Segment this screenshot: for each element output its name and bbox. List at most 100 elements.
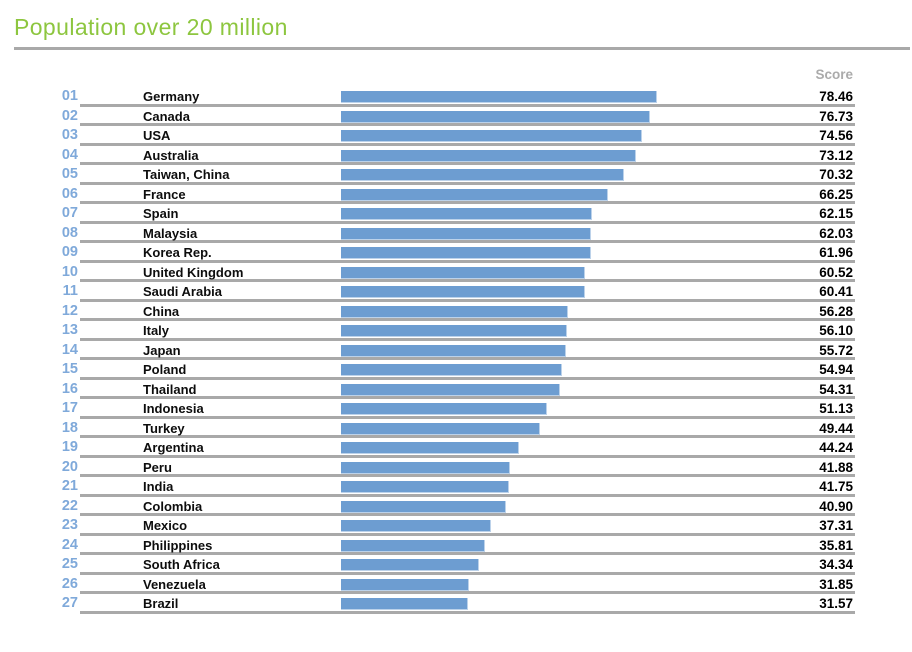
score-bar bbox=[341, 442, 520, 454]
row-underline bbox=[80, 201, 855, 204]
ranking-row: 04 Australia 73.12 bbox=[0, 146, 912, 165]
row-underline bbox=[80, 552, 855, 555]
score-value: 74.56 bbox=[819, 128, 853, 143]
country-label: India bbox=[143, 479, 174, 494]
score-value: 70.32 bbox=[819, 167, 853, 182]
score-bar bbox=[341, 481, 510, 493]
row-underline bbox=[80, 454, 855, 458]
ranking-row: 03 USA 74.56 bbox=[0, 126, 912, 146]
score-bar bbox=[341, 559, 480, 571]
ranking-row: 07 Spain 62.15 bbox=[0, 204, 912, 224]
score-bar bbox=[341, 383, 560, 396]
row-underline bbox=[80, 415, 855, 419]
country-label: USA bbox=[143, 128, 171, 143]
country-label: Canada bbox=[143, 108, 190, 124]
ranking-row: 23 Mexico 37.31 bbox=[0, 516, 912, 536]
country-label: Malaysia bbox=[143, 225, 198, 241]
score-bar bbox=[341, 266, 585, 279]
score-value: 41.88 bbox=[819, 459, 853, 475]
score-value: 78.46 bbox=[819, 89, 853, 104]
rank-number: 11 bbox=[62, 283, 78, 299]
score-value: 40.90 bbox=[819, 498, 853, 514]
ranking-row: 09 Korea Rep. 61.96 bbox=[0, 243, 912, 263]
rank-number: 14 bbox=[61, 341, 78, 358]
score-value: 73.12 bbox=[819, 147, 853, 163]
country-label: Saudi Arabia bbox=[143, 284, 222, 299]
row-underline bbox=[80, 357, 855, 360]
score-bar bbox=[341, 422, 541, 435]
country-label: United Kingdom bbox=[143, 264, 244, 280]
rank-number: 18 bbox=[61, 419, 78, 436]
country-label: Korea Rep. bbox=[143, 245, 212, 260]
rank-number: 12 bbox=[61, 302, 78, 319]
country-label: Germany bbox=[143, 89, 200, 104]
row-underline bbox=[80, 376, 855, 380]
row-underline bbox=[80, 318, 855, 321]
score-bar bbox=[341, 325, 568, 337]
ranking-row: 26 Venezuela 31.85 bbox=[0, 575, 912, 594]
row-underline bbox=[80, 279, 855, 282]
row-underline bbox=[80, 337, 855, 341]
page-title: Population over 20 million bbox=[14, 14, 288, 40]
rank-number: 07 bbox=[61, 205, 78, 221]
score-bar bbox=[341, 149, 636, 162]
rank-number: 17 bbox=[61, 400, 78, 416]
score-bar bbox=[341, 208, 592, 220]
rank-number: 27 bbox=[61, 595, 78, 611]
score-value: 61.96 bbox=[819, 245, 853, 260]
score-bar bbox=[341, 227, 591, 240]
ranking-row: 21 India 41.75 bbox=[0, 477, 912, 497]
row-underline bbox=[80, 181, 855, 185]
row-underline bbox=[80, 493, 855, 497]
rank-number: 21 bbox=[61, 478, 78, 494]
country-label: Argentina bbox=[143, 440, 204, 455]
row-underline bbox=[80, 220, 855, 224]
score-value: 35.81 bbox=[819, 537, 853, 553]
ranking-row: 01 Germany 78.46 bbox=[0, 87, 912, 107]
ranking-row: 24 Philippines 35.81 bbox=[0, 536, 912, 555]
row-underline bbox=[80, 240, 855, 243]
rank-number: 04 bbox=[61, 146, 78, 163]
ranking-row: 05 Taiwan, China 70.32 bbox=[0, 165, 912, 185]
row-underline bbox=[80, 435, 855, 438]
rank-number: 05 bbox=[61, 166, 78, 182]
rank-number: 19 bbox=[61, 439, 78, 455]
ranking-row: 08 Malaysia 62.03 bbox=[0, 224, 912, 243]
score-value: 56.10 bbox=[819, 323, 853, 338]
rank-number: 10 bbox=[61, 263, 78, 280]
country-label: China bbox=[143, 303, 180, 319]
rank-number: 09 bbox=[61, 244, 78, 260]
score-value: 60.52 bbox=[819, 264, 853, 280]
score-column-header: Score bbox=[815, 67, 853, 82]
score-bar bbox=[341, 500, 506, 513]
score-value: 37.31 bbox=[819, 518, 853, 533]
score-bar bbox=[341, 286, 585, 298]
ranking-row: 13 Italy 56.10 bbox=[0, 321, 912, 341]
score-value: 62.15 bbox=[819, 206, 853, 221]
rank-number: 13 bbox=[61, 322, 78, 338]
rank-number: 26 bbox=[61, 575, 78, 592]
country-label: Taiwan, China bbox=[143, 167, 230, 182]
ranking-list: 01 Germany 78.46 02 Canada 76.73 03 USA 74.56 04 A… bbox=[0, 87, 912, 614]
score-value: 55.72 bbox=[819, 342, 853, 358]
score-value: 66.25 bbox=[819, 186, 853, 202]
score-bar bbox=[341, 247, 591, 259]
ranking-row: 16 Thailand 54.31 bbox=[0, 380, 912, 399]
country-label: Indonesia bbox=[143, 401, 204, 416]
row-underline bbox=[80, 142, 855, 146]
rank-number: 02 bbox=[61, 107, 78, 124]
score-bar bbox=[341, 598, 469, 610]
score-value: 54.31 bbox=[819, 381, 853, 397]
country-label: Thailand bbox=[143, 381, 197, 397]
score-value: 54.94 bbox=[819, 362, 853, 377]
score-bar bbox=[341, 520, 492, 532]
rank-number: 22 bbox=[61, 497, 78, 514]
country-label: Spain bbox=[143, 206, 179, 221]
rank-number: 23 bbox=[61, 517, 78, 533]
rank-number: 06 bbox=[61, 185, 78, 202]
score-bar bbox=[341, 364, 563, 376]
rank-number: 25 bbox=[61, 556, 78, 572]
country-label: Italy bbox=[143, 323, 170, 338]
rank-number: 08 bbox=[61, 224, 78, 241]
score-bar bbox=[341, 539, 486, 552]
